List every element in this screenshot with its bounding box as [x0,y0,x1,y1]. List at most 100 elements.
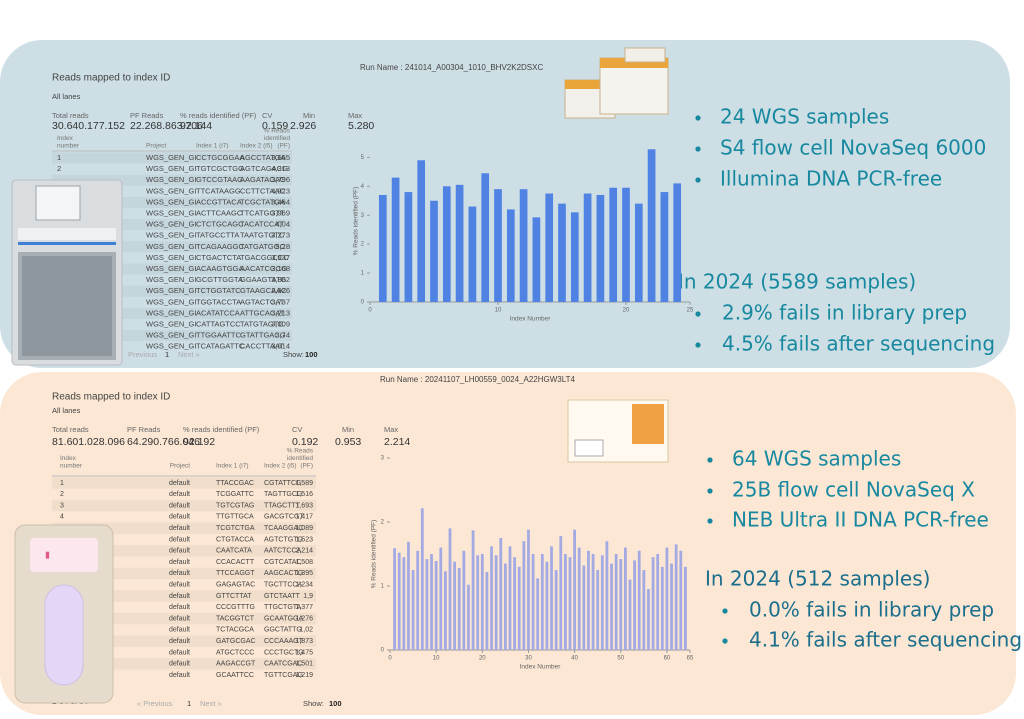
pagination-next[interactable]: Next » [178,350,200,359]
table-cell: AGTCAGACG [240,164,288,173]
y-axis-label: % Reads identified (PF) [371,520,378,589]
table-cell: TGGTACCTA [196,297,241,306]
table-cell: TCGGATTC [216,491,254,498]
bar [634,203,643,302]
table-cell: WGS_GEN_GI [146,319,196,328]
column-header: identified [264,135,290,142]
table-cell: 4 [60,514,64,521]
bar [564,554,567,650]
show-value[interactable]: 100 [305,350,318,359]
bar [453,561,456,650]
bar [558,203,566,302]
bar [596,194,605,302]
column-header: Index [60,455,77,462]
pagination-next[interactable]: Next » [200,699,222,708]
stat-value: 64.290.766.046 [127,436,200,448]
table-cell: 3,273 [271,231,290,240]
y-tick-label: 3 [381,456,385,462]
stat-label: Min [303,111,315,120]
row-stripe [52,590,316,602]
table-cell: 5,28 [275,242,290,251]
bar [411,570,415,650]
summary-bullet: 4.1% fails after sequencing [749,628,1022,652]
table-cell: TTGGAATTC [196,331,241,340]
table-cell: 1,377 [295,604,313,611]
table-cell: AGTCTGTG [264,536,303,543]
row-stripe [52,477,316,489]
table-cell: 1,873 [295,638,313,645]
table-cell: ACTTCAAGC [196,208,243,217]
table-cell: WGS_GEN_GI [146,153,196,162]
column-header: Index [57,135,74,142]
row-stripe [52,635,316,647]
table-cell: TCAAGGAC [264,525,303,532]
table-cell: CCCAAAGT [264,638,304,645]
y-tick-label: 1 [381,584,385,590]
table-cell: TCTACGCA [216,627,254,634]
table-cell: WGS_GEN_GI [146,208,196,217]
bar [532,217,541,302]
bar [583,193,592,302]
table-cell: CGTCATAC [264,559,301,566]
pagination-page[interactable]: 1 [187,699,191,708]
pagination-page[interactable]: 1 [165,350,169,359]
row-stripe [52,499,316,512]
table-cell: WGS_GEN_GI [146,297,196,306]
stat-value: 92.144 [180,120,212,132]
row-stripe [52,263,292,275]
table-cell: CCTGCGGAA [196,153,244,162]
bar [656,554,660,650]
table-cell: 3,737 [271,297,290,306]
x-tick-label: 25 [687,308,694,314]
table-cell: CCCGTTTG [216,604,255,611]
instrument-image [11,179,123,366]
table-cell: GTATTGACG [240,331,286,340]
bullet-dot [695,177,701,183]
stat-label: Max [348,111,362,120]
table-cell: GCAATTCC [216,672,254,679]
bar [587,550,590,650]
bar [679,550,683,650]
table-cell: WGS_GEN_GI [146,308,196,317]
bar [391,177,400,302]
table-cell: 1 [60,480,64,487]
table-cell: TTGCTGTA [264,604,302,611]
bar [517,566,521,650]
row-stripe [52,241,292,253]
bar [468,206,477,302]
stat-value: 81.601.028.096 [52,436,125,448]
table-cell: TTGTTGCA [216,514,254,521]
table-cell: default [169,604,190,611]
stat-value: 0.192 [292,436,318,448]
x-tick-label: 0 [368,308,372,314]
row-stripe [52,545,316,557]
show-value[interactable]: 100 [329,699,342,708]
table-cell: TCGTCTGA [216,525,255,532]
table-cell: default [169,582,190,589]
summary-bullet: 2.9% fails in library prep [722,301,967,325]
pagination-prev[interactable]: Previous [128,350,157,359]
section-heading: Reads mapped to index ID [52,73,170,84]
stat-value: 30.640.177.152 [52,120,125,132]
table-cell: 2 [60,491,64,498]
table-cell: TGCTTCCA [264,582,302,589]
bar [651,557,655,650]
bar [434,561,438,650]
pagination-prev[interactable]: « Previous [137,699,173,708]
table-cell: AGCCTATGA [240,153,286,162]
table-cell: default [169,514,190,521]
bottom-panel [0,372,1016,715]
row-stripe [52,219,292,231]
column-header: (PF) [277,143,290,150]
table-cell: 3,862 [271,275,290,284]
table-cell: TATGCCTTA [196,231,239,240]
bar [647,149,656,302]
table-cell: WGS_GEN_GI [146,264,196,273]
table-cell: AGTACTCAT [240,297,285,306]
bullet-dot [695,115,701,121]
bar [519,189,528,302]
x-axis-label: Index Number [510,316,552,323]
bullet-text: 24 WGS samples [720,105,889,129]
